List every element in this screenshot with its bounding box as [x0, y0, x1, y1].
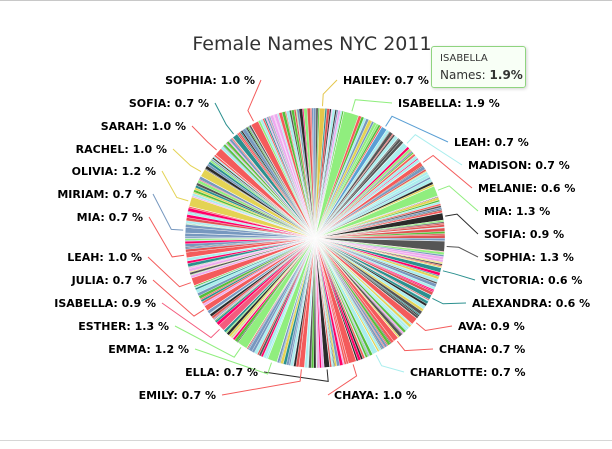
label-connector	[385, 115, 449, 143]
data-label-ava: AVA: 0.9 %	[458, 320, 525, 333]
data-label-rachel: RACHEL: 1.0 %	[76, 143, 167, 156]
data-label-isabella: ISABELLA: 1.9 %	[398, 97, 500, 110]
data-label-chana: CHANA: 0.7 %	[439, 343, 525, 356]
label-connector	[351, 99, 393, 112]
tooltip-line: Names: 1.9%	[440, 68, 523, 82]
data-label-julia: JULIA: 0.7 %	[71, 274, 147, 287]
label-connector	[446, 246, 479, 258]
label-connector	[194, 348, 272, 375]
pie-slice[interactable]	[314, 107, 320, 239]
label-connector	[422, 154, 473, 189]
tooltip-value: 1.9%	[489, 68, 523, 82]
label-connectors-group	[147, 79, 479, 396]
label-connector	[161, 302, 220, 339]
data-label-alexandra: ALEXANDRA: 0.6 %	[472, 297, 590, 310]
data-label-sofia: SOFIA: 0.7 %	[129, 97, 209, 110]
data-label-mia: MIA: 1.3 %	[484, 205, 550, 218]
data-label-emma: EMMA: 1.2 %	[108, 343, 189, 356]
label-connector	[263, 369, 329, 382]
data-label-sophia: SOPHIA: 1.3 %	[484, 251, 574, 264]
data-label-mia: MIA: 0.7 %	[77, 211, 143, 224]
tooltip: ISABELLA Names: 1.9%	[431, 46, 526, 88]
label-connector	[322, 79, 338, 107]
label-connector	[432, 297, 467, 305]
label-connector	[147, 256, 191, 288]
label-connector	[442, 270, 476, 281]
label-connector	[152, 279, 205, 317]
label-connector	[214, 102, 234, 135]
data-label-leah: LEAH: 0.7 %	[454, 136, 529, 149]
frame-bottom-border	[0, 440, 612, 441]
label-connector	[396, 340, 434, 352]
pie-slices-group	[184, 107, 446, 369]
label-connector	[152, 193, 184, 231]
data-label-melanie: MELANIE: 0.6 %	[478, 182, 575, 195]
data-label-chaya: CHAYA: 1.0 %	[334, 389, 417, 402]
data-label-sophia: SOPHIA: 1.0 %	[165, 74, 255, 87]
data-label-olivia: OLIVIA: 1.2 %	[72, 165, 156, 178]
label-connector	[172, 148, 202, 173]
label-connector	[375, 354, 405, 373]
data-label-leah: LEAH: 1.0 %	[67, 251, 142, 264]
data-label-esther: ESTHER: 1.3 %	[78, 320, 169, 333]
label-connector	[406, 134, 463, 166]
data-label-victoria: VICTORIA: 0.6 %	[481, 274, 582, 287]
data-label-sarah: SARAH: 1.0 %	[101, 120, 186, 133]
chart-title: Female Names NYC 2011	[192, 33, 431, 55]
label-connector	[191, 125, 217, 151]
data-label-sofia: SOFIA: 0.9 %	[484, 228, 564, 241]
label-connector	[327, 364, 358, 396]
data-label-emily: EMILY: 0.7 %	[139, 389, 216, 402]
label-connector	[174, 325, 242, 358]
label-connector	[148, 216, 185, 258]
data-label-isabella: ISABELLA: 0.9 %	[54, 297, 156, 310]
label-connector	[161, 170, 189, 202]
data-label-madison: MADISON: 0.7 %	[468, 159, 570, 172]
label-connector	[437, 185, 479, 212]
data-label-miriam: MIRIAM: 0.7 %	[57, 188, 147, 201]
data-label-ella: ELLA: 0.7 %	[185, 366, 258, 379]
label-connector	[415, 322, 453, 332]
data-label-charlotte: CHARLOTTE: 0.7 %	[410, 366, 526, 379]
tooltip-series-label: Names:	[440, 68, 486, 82]
tooltip-title: ISABELLA	[440, 53, 488, 64]
label-connector	[221, 369, 302, 396]
data-labels-group: HAILEY: 0.7 % ISABELLA: 1.9 % LEAH: 0.7 % M…	[54, 74, 590, 402]
data-label-hailey: HAILEY: 0.7 %	[343, 74, 429, 87]
frame-top-border	[0, 0, 612, 1]
label-connector	[247, 79, 262, 122]
label-connector	[445, 213, 479, 235]
